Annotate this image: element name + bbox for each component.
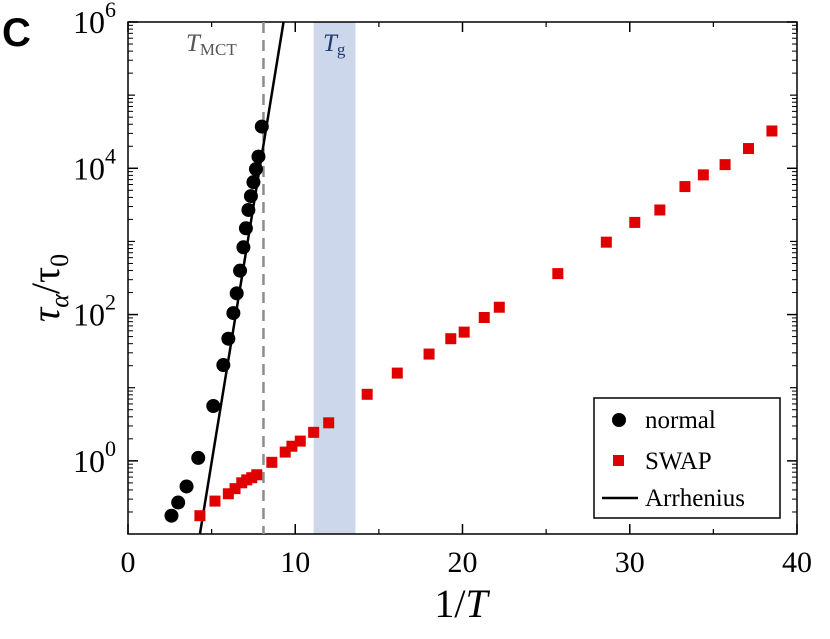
tg-label: Tg (323, 30, 346, 59)
series-arrhenius (198, 21, 285, 535)
legend-label-swap: SWAP (645, 448, 712, 475)
axis-ticks: 0 10 20 30 40 100 102 104 106 (73, 0, 812, 579)
swap-point (766, 125, 778, 137)
normal-point (191, 450, 206, 465)
series-normal (164, 119, 269, 523)
y-tick-label: 104 (73, 143, 116, 186)
legend-label-normal: normal (645, 407, 716, 434)
arrhenius-line (198, 21, 285, 535)
x-tick-label: 10 (280, 546, 310, 579)
swap-point (266, 456, 278, 468)
normal-point (221, 331, 236, 346)
y-tick-label: 100 (73, 436, 116, 479)
normal-point (226, 306, 241, 321)
normal-point (216, 358, 231, 373)
swap-point (423, 348, 435, 360)
swap-point (222, 488, 234, 500)
swap-point (251, 469, 263, 481)
normal-point (164, 508, 179, 523)
panel-label: C (2, 11, 31, 55)
swap-point (458, 326, 470, 338)
swap-point (286, 440, 298, 452)
normal-point (233, 263, 248, 278)
x-axis-title: 1/T (434, 581, 490, 626)
y-axis-title: τα/τ0 (23, 254, 74, 322)
swap-point (229, 483, 241, 495)
y-tick-label: 102 (73, 290, 116, 333)
swap-point (391, 367, 403, 379)
tmct-label: TMCT (186, 30, 237, 59)
swap-point (629, 216, 641, 228)
normal-point (254, 119, 269, 134)
swap-point (552, 268, 564, 280)
swap-point (209, 495, 221, 507)
series-swap (194, 125, 778, 522)
swap-point (697, 169, 709, 181)
legend-marker-normal (612, 413, 626, 427)
legend: normal SWAP Arrhenius (593, 397, 781, 519)
normal-point (236, 240, 251, 255)
tg-band (313, 22, 356, 534)
swap-point (194, 510, 206, 522)
normal-point (238, 221, 253, 236)
x-tick-label: 20 (448, 546, 478, 579)
normal-point (251, 149, 266, 164)
swap-point (308, 426, 320, 438)
swap-point (493, 301, 505, 313)
legend-marker-swap (613, 455, 624, 466)
x-tick-label: 0 (121, 546, 136, 579)
swap-point (600, 236, 612, 248)
swap-point (654, 204, 666, 216)
y-tick-label: 106 (73, 0, 116, 40)
normal-point (243, 189, 258, 204)
swap-point (742, 143, 754, 155)
normal-point (206, 399, 221, 413)
normal-point (248, 162, 263, 177)
x-tick-label: 40 (782, 546, 812, 579)
swap-point (445, 333, 457, 345)
legend-label-arrhenius: Arrhenius (645, 485, 745, 512)
swap-point (323, 417, 335, 429)
swap-point (361, 388, 373, 400)
swap-point (679, 181, 691, 193)
swap-point (279, 446, 291, 458)
normal-point (171, 495, 186, 510)
x-tick-label: 30 (615, 546, 645, 579)
swap-point (478, 311, 490, 323)
normal-point (241, 202, 256, 217)
normal-point (246, 175, 261, 190)
normal-point (179, 479, 194, 494)
normal-point (229, 286, 244, 301)
swap-point (719, 159, 731, 171)
swap-point (294, 435, 306, 447)
